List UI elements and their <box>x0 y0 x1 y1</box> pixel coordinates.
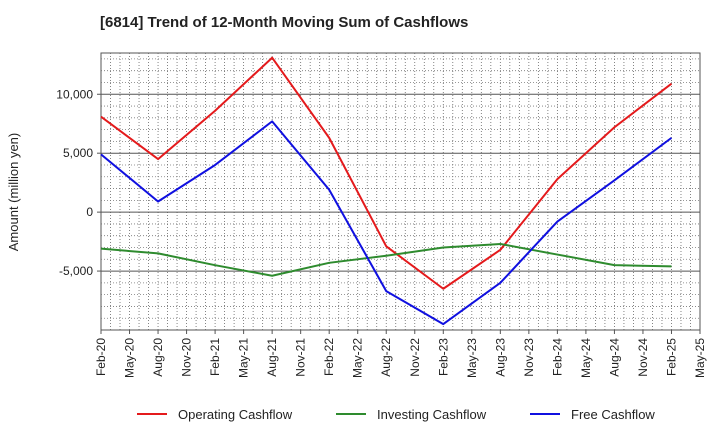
x-tick-label: May-21 <box>237 338 251 378</box>
x-tick-label: Feb-25 <box>664 338 678 376</box>
axis-layer: 10,000 5,000 0 -5,000 Feb-20 May-20 Aug-20 Nov-… <box>56 87 707 378</box>
y-axis-label: Amount (million yen) <box>6 133 21 252</box>
x-tick-label: Nov-22 <box>408 338 422 377</box>
x-tick-label: Feb-24 <box>550 338 564 376</box>
x-tick-label: May-20 <box>123 338 137 378</box>
legend: Operating Cashflow Investing Cashflow Free… <box>137 407 655 422</box>
x-tick-label: Aug-23 <box>493 338 507 377</box>
legend-label: Free Cashflow <box>571 407 655 422</box>
legend-label: Investing Cashflow <box>377 407 487 422</box>
x-tick-label: Feb-21 <box>208 338 222 376</box>
x-tick-label: Nov-24 <box>636 338 650 377</box>
x-tick-label: Feb-23 <box>436 338 450 376</box>
series-line-1 <box>100 56 673 290</box>
legend-label: Operating Cashflow <box>178 407 293 422</box>
x-tick-label: May-25 <box>693 338 707 378</box>
y-tick-label: 10,000 <box>56 87 93 101</box>
x-tick-label: May-24 <box>579 338 593 378</box>
x-tick-label: Aug-21 <box>265 338 279 377</box>
x-tick-label: Nov-20 <box>180 338 194 377</box>
x-tick-label: Feb-22 <box>322 338 336 376</box>
series-line-2 <box>100 242 672 277</box>
x-tick-label: May-22 <box>351 338 365 378</box>
y-tick-label: 5,000 <box>63 146 93 160</box>
y-tick-label: -5,000 <box>59 264 93 278</box>
x-tick-label: May-23 <box>465 338 479 378</box>
x-tick-label: Nov-21 <box>294 338 308 377</box>
y-tick-label: 0 <box>86 205 93 219</box>
x-tick-label: Feb-20 <box>94 338 108 376</box>
x-tick-label: Aug-24 <box>607 338 621 377</box>
x-tick-label: Aug-20 <box>151 338 165 377</box>
chart-title: [6814] Trend of 12-Month Moving Sum of C… <box>100 14 469 31</box>
grid-layer <box>100 52 701 331</box>
x-tick-label: Nov-23 <box>522 338 536 377</box>
series-line-3 <box>100 120 673 326</box>
x-tick-label: Aug-22 <box>379 338 393 377</box>
series-layer <box>100 56 673 326</box>
